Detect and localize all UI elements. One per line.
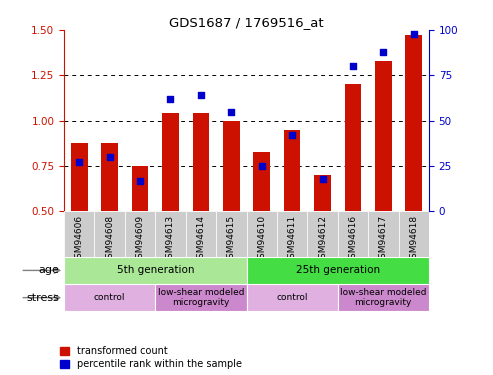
Bar bbox=[338, 284, 429, 311]
Bar bbox=[405, 36, 422, 212]
Bar bbox=[132, 166, 148, 211]
Text: 25th generation: 25th generation bbox=[296, 266, 380, 275]
Text: GSM94616: GSM94616 bbox=[349, 215, 357, 264]
Bar bbox=[155, 284, 246, 311]
Text: GSM94611: GSM94611 bbox=[287, 215, 297, 264]
Text: age: age bbox=[38, 266, 59, 275]
Bar bbox=[338, 211, 368, 257]
Text: GSM94609: GSM94609 bbox=[136, 215, 144, 264]
Text: stress: stress bbox=[26, 292, 59, 303]
Bar bbox=[368, 211, 398, 257]
Bar bbox=[246, 257, 429, 284]
Text: low-shear modeled
microgravity: low-shear modeled microgravity bbox=[158, 288, 244, 308]
Bar bbox=[307, 211, 338, 257]
Bar bbox=[125, 211, 155, 257]
Bar bbox=[375, 61, 391, 211]
Bar bbox=[246, 211, 277, 257]
Bar bbox=[284, 130, 300, 212]
Point bbox=[197, 92, 205, 98]
Bar bbox=[193, 114, 209, 212]
Point bbox=[106, 154, 113, 160]
Text: GSM94612: GSM94612 bbox=[318, 215, 327, 264]
Text: control: control bbox=[277, 293, 308, 302]
Bar bbox=[71, 142, 88, 211]
Point bbox=[410, 31, 418, 37]
Bar bbox=[246, 284, 338, 311]
Text: low-shear modeled
microgravity: low-shear modeled microgravity bbox=[340, 288, 426, 308]
Point bbox=[288, 132, 296, 138]
Text: GSM94618: GSM94618 bbox=[409, 215, 418, 264]
Title: GDS1687 / 1769516_at: GDS1687 / 1769516_at bbox=[169, 16, 324, 29]
Point bbox=[380, 49, 387, 55]
Text: control: control bbox=[94, 293, 125, 302]
Bar bbox=[216, 211, 246, 257]
Text: GSM94615: GSM94615 bbox=[227, 215, 236, 264]
Text: GSM94610: GSM94610 bbox=[257, 215, 266, 264]
Bar bbox=[345, 84, 361, 212]
Legend: transformed count, percentile rank within the sample: transformed count, percentile rank withi… bbox=[59, 345, 243, 370]
Text: GSM94613: GSM94613 bbox=[166, 215, 175, 264]
Bar bbox=[64, 211, 95, 257]
Bar bbox=[155, 211, 186, 257]
Bar bbox=[277, 211, 307, 257]
Bar bbox=[64, 284, 155, 311]
Text: GSM94608: GSM94608 bbox=[105, 215, 114, 264]
Bar bbox=[223, 121, 240, 211]
Point bbox=[227, 109, 235, 115]
Bar bbox=[314, 175, 331, 211]
Point bbox=[167, 96, 175, 102]
Text: GSM94617: GSM94617 bbox=[379, 215, 388, 264]
Text: 5th generation: 5th generation bbox=[116, 266, 194, 275]
Bar bbox=[186, 211, 216, 257]
Point bbox=[258, 163, 266, 169]
Point bbox=[136, 178, 144, 184]
Bar bbox=[64, 257, 246, 284]
Text: GSM94614: GSM94614 bbox=[196, 215, 206, 264]
Point bbox=[349, 63, 357, 69]
Point bbox=[75, 159, 83, 165]
Text: GSM94606: GSM94606 bbox=[75, 215, 84, 264]
Bar bbox=[102, 142, 118, 211]
Point bbox=[318, 176, 326, 182]
Bar bbox=[95, 211, 125, 257]
Bar bbox=[253, 152, 270, 211]
Bar bbox=[398, 211, 429, 257]
Bar bbox=[162, 114, 179, 212]
